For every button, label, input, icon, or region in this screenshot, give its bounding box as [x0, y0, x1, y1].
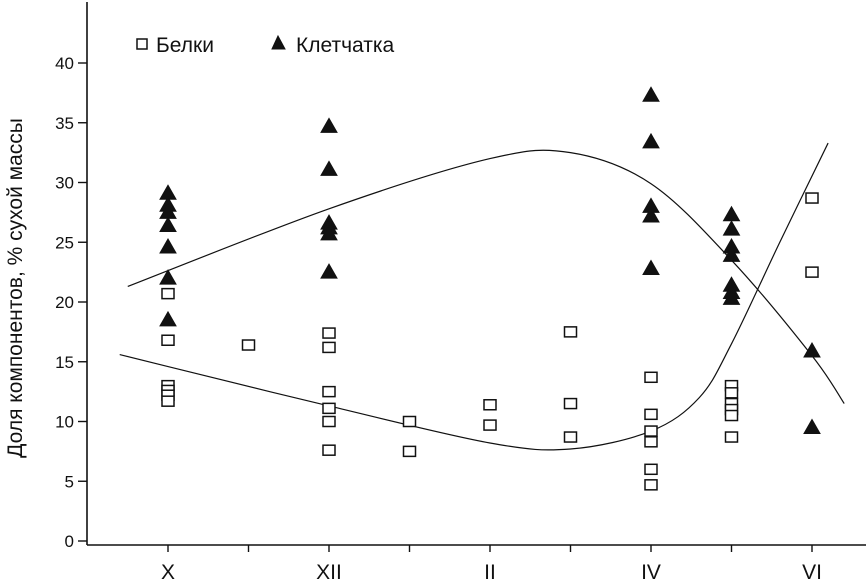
protein-point	[161, 395, 175, 407]
protein-point	[644, 463, 658, 476]
protein-point	[322, 444, 336, 456]
protein-point	[241, 339, 256, 351]
protein-point	[161, 287, 175, 300]
y-tick-label: 35	[55, 114, 74, 133]
fiber-point	[642, 86, 660, 102]
protein-point	[322, 385, 336, 398]
protein-point	[563, 397, 578, 410]
x-tick-label: II	[484, 561, 496, 583]
x-tick-label: VI	[802, 561, 822, 583]
fiber-point	[159, 216, 177, 233]
fiber-point	[722, 289, 741, 305]
protein-point	[644, 425, 658, 437]
fiber-point	[722, 220, 741, 236]
x-tick-label: X	[161, 561, 175, 583]
y-tick-label: 20	[55, 293, 74, 312]
y-tick-label: 0	[65, 532, 74, 551]
axes	[86, 2, 866, 546]
protein-point	[483, 419, 497, 431]
y-axis-label: Доля компонентов, % сухой массы	[4, 118, 27, 458]
fiber-point	[803, 341, 821, 358]
protein-point	[483, 399, 497, 411]
protein-point	[644, 479, 658, 491]
fiber-point	[159, 238, 177, 254]
protein-point	[322, 341, 336, 354]
y-tick-label: 40	[55, 54, 74, 73]
legend-marker-triangle	[271, 34, 286, 50]
x-tick-label: XII	[316, 561, 342, 583]
fiber-point	[159, 310, 177, 327]
fiber-point	[642, 206, 660, 223]
fiber-point	[159, 269, 177, 285]
protein-point	[724, 387, 739, 399]
protein-point	[322, 415, 336, 428]
protein-point	[161, 334, 175, 346]
protein-point	[563, 431, 578, 443]
y-tick-label: 25	[55, 233, 74, 252]
protein-point	[644, 371, 658, 384]
protein-point	[805, 266, 819, 278]
fiber-point	[320, 263, 338, 279]
protein-point	[805, 192, 819, 204]
protein-point	[563, 326, 578, 338]
trend-line	[127, 149, 845, 404]
trend-lines	[119, 142, 845, 451]
legend-label-proteins: Белки	[156, 34, 214, 57]
x-tick-label: IV	[641, 561, 661, 583]
legend-marker-square	[136, 38, 148, 50]
protein-point	[644, 436, 658, 448]
legend-label-fiber: Клетчатка	[296, 34, 395, 57]
protein-point	[724, 409, 739, 422]
y-tick-label: 15	[55, 353, 74, 372]
protein-point	[402, 415, 417, 428]
y-tick-label: 30	[55, 174, 74, 193]
fiber-point	[320, 160, 338, 176]
protein-point	[724, 431, 739, 443]
protein-point	[322, 327, 336, 339]
fiber-point	[320, 117, 338, 133]
fiber-point	[642, 132, 660, 149]
x-ticks: X XII II IV VI	[161, 545, 822, 583]
fiber-point	[722, 246, 741, 262]
data-points	[159, 86, 821, 491]
trend-line	[119, 142, 829, 451]
fiber-point	[722, 205, 741, 222]
fiber-point	[642, 259, 660, 276]
y-ticks: 0 5 10 15 20 25 30 35 40	[55, 54, 87, 551]
protein-point	[322, 402, 336, 415]
y-tick-label: 5	[65, 472, 74, 491]
y-tick-label: 10	[55, 413, 74, 432]
legend: Белки Клетчатка	[136, 34, 395, 57]
fiber-point	[803, 418, 821, 434]
fiber-point	[320, 224, 338, 241]
protein-point	[402, 445, 417, 458]
protein-point	[644, 408, 658, 421]
